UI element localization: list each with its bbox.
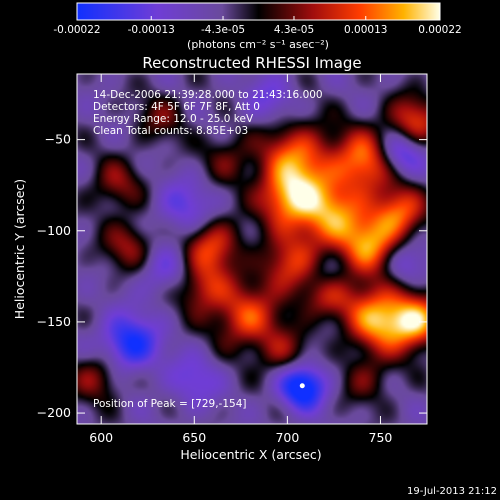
heatmap: 600 650 700 750 −200 −150 −100 −50 xyxy=(37,73,428,445)
y-tick-label: −150 xyxy=(37,314,71,329)
axis-ticks: 600 650 700 750 −200 −150 −100 −50 xyxy=(37,74,427,445)
y-axis-label: Heliocentric Y (arcsec) xyxy=(12,179,27,319)
colorbar-units: (photons cm⁻² s⁻¹ asec⁻²) xyxy=(187,38,329,51)
colorbar-tick-label: 0.00022 xyxy=(418,24,461,36)
colorbar-strip xyxy=(76,2,441,21)
footer-timestamp: 19-Jul-2013 21:12 xyxy=(407,486,497,497)
plot-frame xyxy=(76,73,428,425)
x-tick-label: 700 xyxy=(275,430,299,445)
annotation-detectors: Detectors: 4F 5F 6F 7F 8F, Att 0 xyxy=(93,101,260,113)
colorbar-ticks: -0.00022 -0.00013 -4.3e-05 4.3e-05 0.00013 0.… xyxy=(53,16,462,36)
annotation-block: 14-Dec-2006 21:39:28.000 to 21:43:16.000… xyxy=(93,89,323,410)
colorbar-tick-label: -0.00013 xyxy=(128,24,175,36)
colorbar-tick-label: -4.3e-05 xyxy=(201,24,245,36)
x-tick-label: 750 xyxy=(369,430,393,445)
peak-position-label: Position of Peak = [729,-154] xyxy=(93,398,247,410)
peak-marker xyxy=(299,383,305,389)
y-tick-label: −100 xyxy=(37,223,71,238)
heatmap-image xyxy=(77,74,427,424)
annotation-time: 14-Dec-2006 21:39:28.000 to 21:43:16.000 xyxy=(93,89,323,101)
y-tick-label: −50 xyxy=(45,132,71,147)
y-tick-label: −200 xyxy=(37,405,71,420)
colorbar-tick-label: -0.00022 xyxy=(53,24,100,36)
x-tick-label: 650 xyxy=(182,430,206,445)
colorbar-tick-label: 0.00013 xyxy=(344,24,387,36)
annotation-counts: Clean Total counts: 8.85E+03 xyxy=(93,125,248,137)
annotation-energy: Energy Range: 12.0 - 25.0 keV xyxy=(93,113,254,125)
colorbar-tick-label: 4.3e-05 xyxy=(274,24,314,36)
peak-dot xyxy=(299,383,305,389)
x-tick-label: 600 xyxy=(89,430,113,445)
x-axis-label: Heliocentric X (arcsec) xyxy=(180,447,321,462)
colorbar: -0.00022 -0.00013 -4.3e-05 4.3e-05 0.00013 0.… xyxy=(53,2,462,51)
chart-title: Reconstructed RHESSI Image xyxy=(142,54,361,72)
